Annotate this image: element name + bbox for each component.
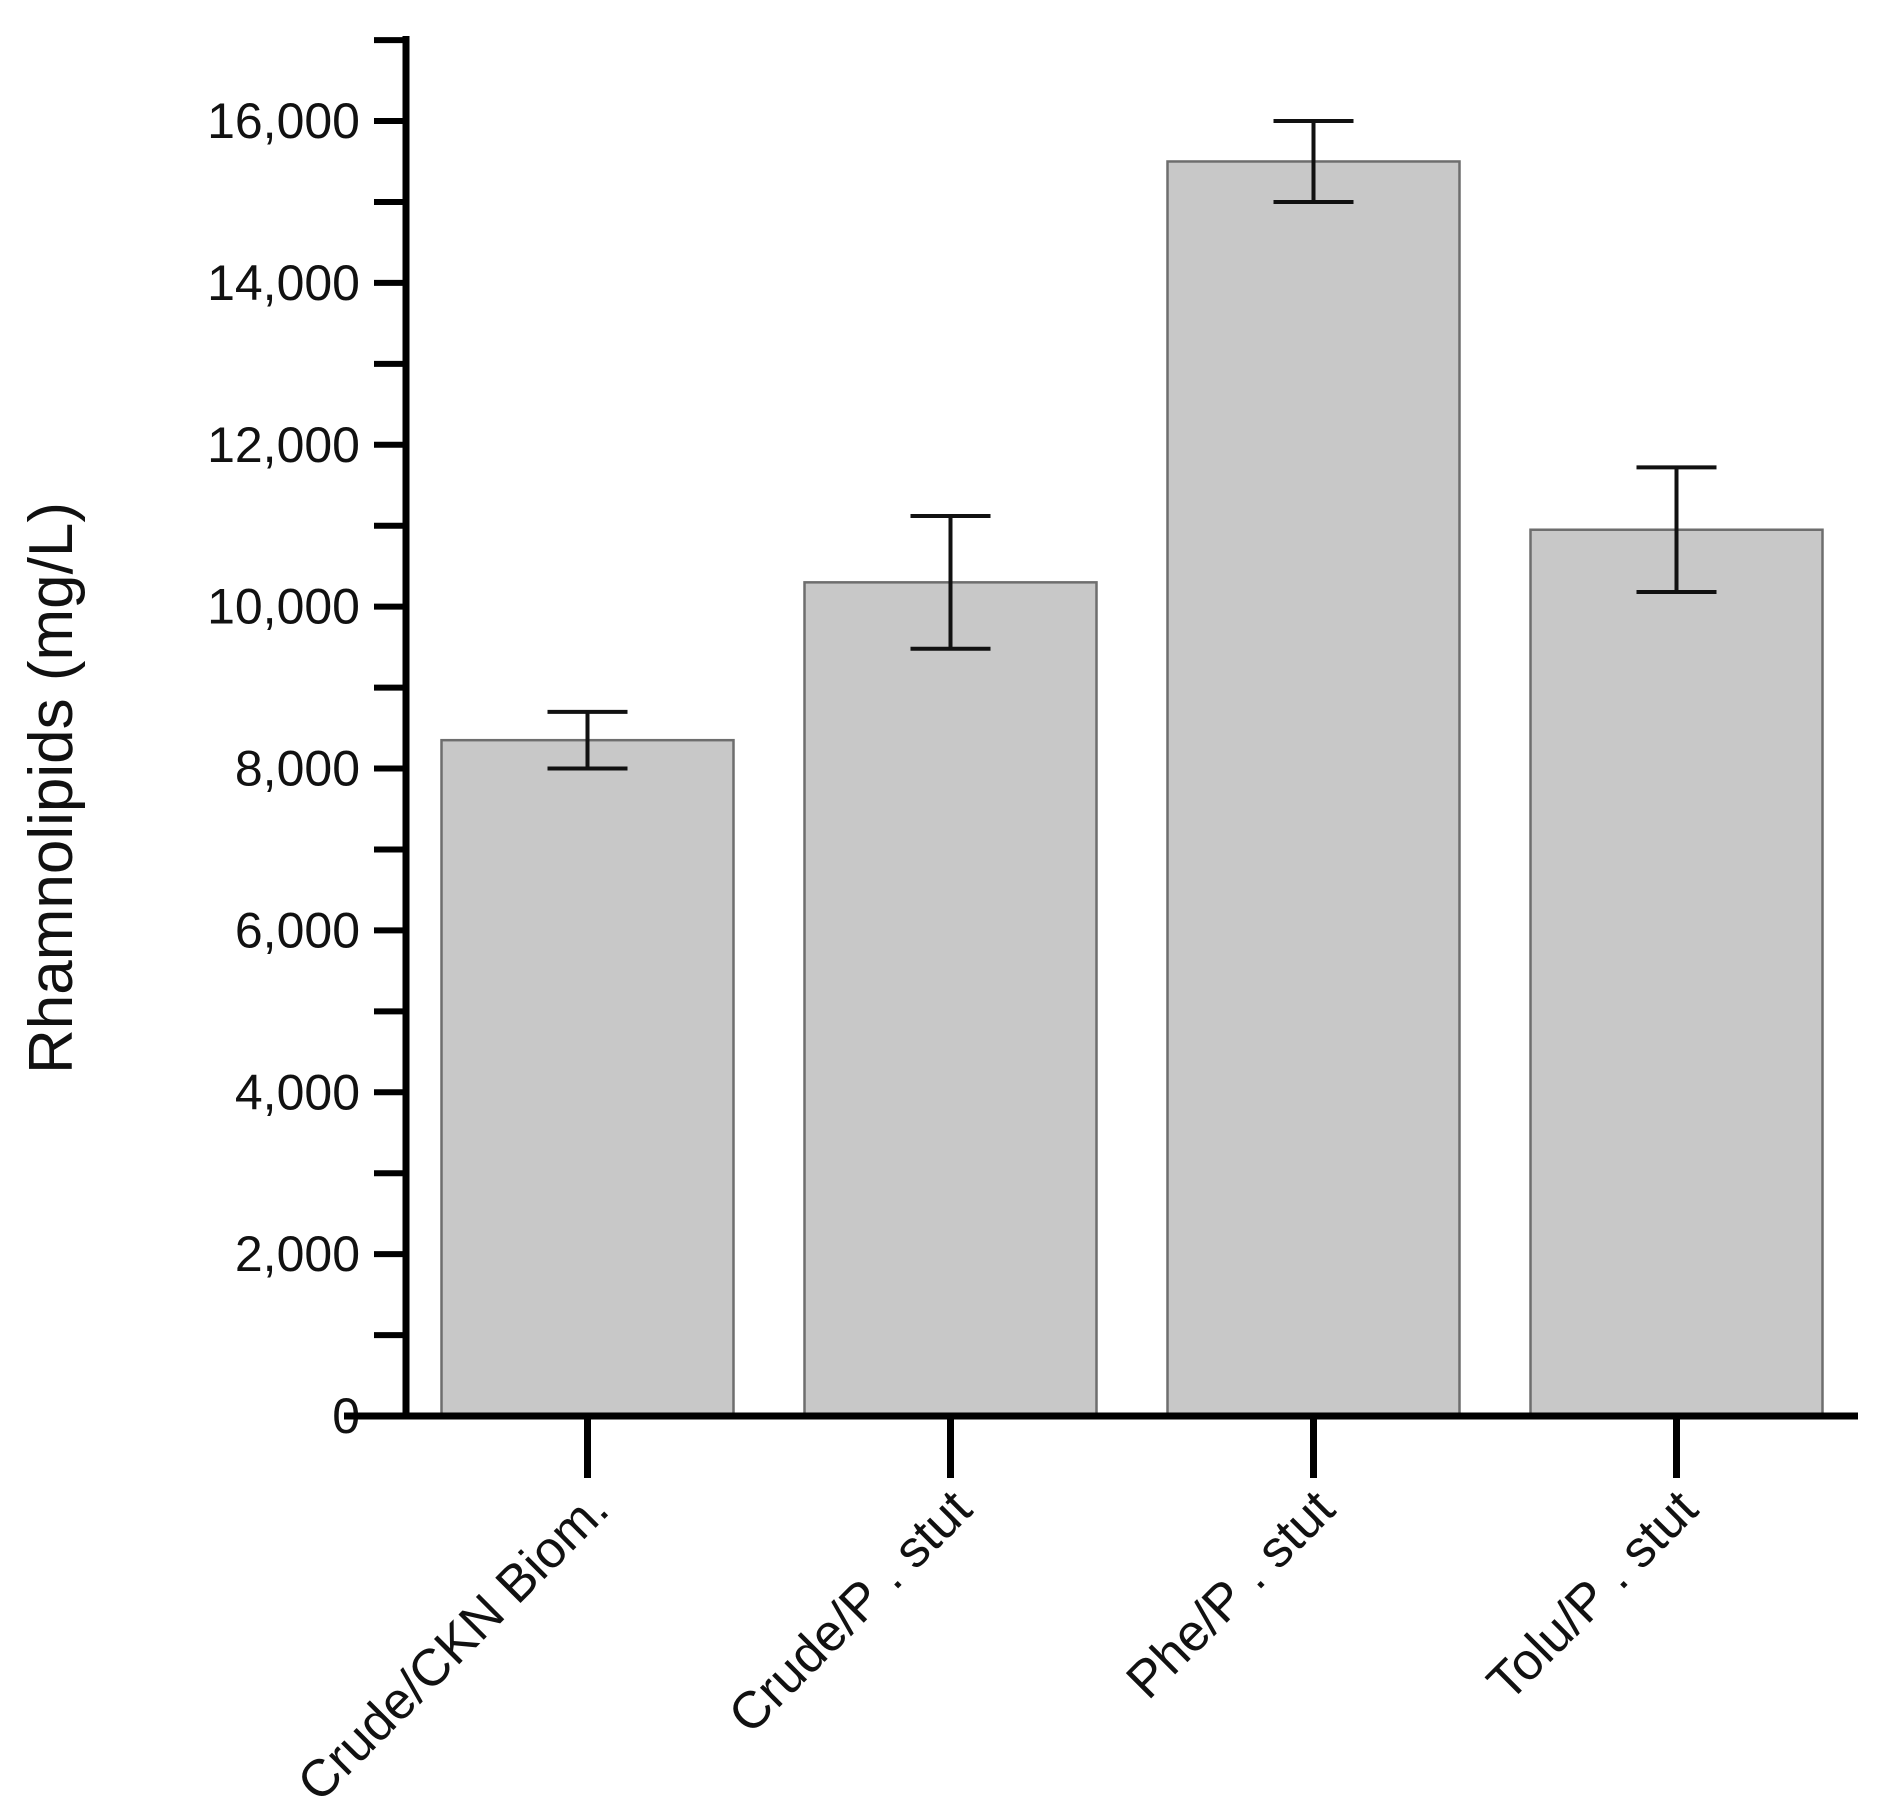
bar-1 xyxy=(440,738,735,1418)
y-tick-label: 10,000 xyxy=(207,579,360,635)
x-tick-label-4: Tolu/P . stut xyxy=(1477,1479,1710,1712)
y-tick-label: 8,000 xyxy=(235,741,360,797)
bar-4 xyxy=(1529,528,1824,1418)
y-tick-label: 12,000 xyxy=(207,417,360,473)
y-tick-label: 16,000 xyxy=(207,93,360,149)
bar-3 xyxy=(1166,160,1461,1418)
x-axis: Crude/CKN Biom. Crude/P . stut Phe/P . stu… xyxy=(287,1412,1858,1813)
error-bars-group xyxy=(547,119,1717,771)
x-tick-label-3: Phe/P . stut xyxy=(1116,1479,1347,1710)
y-tick-label: 14,000 xyxy=(207,255,360,311)
bars-group xyxy=(440,160,1824,1418)
y-axis-title: Rhamnolipids (mg/L) xyxy=(17,502,86,1074)
y-tick-label: 6,000 xyxy=(235,902,360,958)
x-tick-label-1: Crude/CKN Biom. xyxy=(287,1479,620,1812)
y-axis: 02,0004,0006,0008,00010,00012,00014,0001… xyxy=(207,36,410,1444)
y-tick-label: 2,000 xyxy=(235,1226,360,1282)
y-tick-label: 4,000 xyxy=(235,1064,360,1120)
bar-2 xyxy=(803,581,1098,1418)
x-tick-label-2: Crude/P . stut xyxy=(718,1479,984,1745)
